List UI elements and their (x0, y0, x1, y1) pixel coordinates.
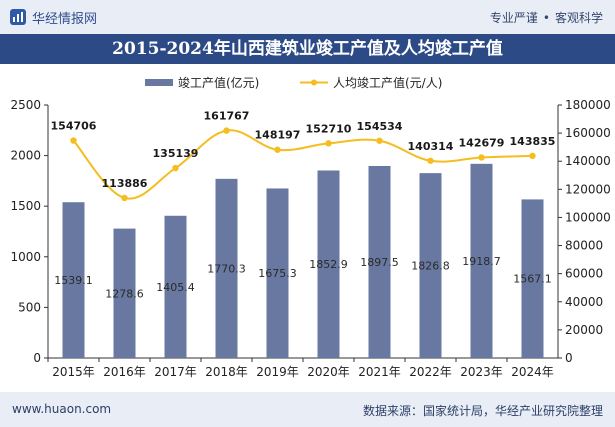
legend-line-label: 人均竣工产值(元/人) (333, 75, 442, 90)
y-left-tick-label: 2500 (10, 98, 41, 112)
y-right-tick-label: 100000 (565, 210, 611, 224)
bars (62, 163, 544, 358)
y-left-tick-label: 500 (18, 300, 41, 314)
slogan: 专业严谨 • 客观科学 (490, 9, 603, 26)
y-right-tick-label: 80000 (565, 239, 603, 253)
slogan-separator: • (542, 11, 550, 25)
y-left-tick-label: 2000 (10, 149, 41, 163)
bar-value-label: 1567.1 (513, 273, 552, 286)
brand-logo-icon (10, 9, 26, 25)
x-tick-label: 2021年 (358, 365, 401, 379)
x-tick-label: 2017年 (154, 365, 197, 379)
bar-value-label: 1278.6 (105, 287, 144, 300)
bar-value-label: 1539.1 (54, 274, 93, 287)
y-left-tick-label: 1000 (10, 250, 41, 264)
chart: 竣工产值(亿元) 人均竣工产值(元/人) 0 500 1000 1500 2000 250… (10, 75, 610, 379)
slogan-right: 客观科学 (554, 11, 603, 25)
line-value-label: 142679 (459, 136, 505, 149)
x-tick-label: 2015年 (52, 365, 95, 379)
bar[interactable] (62, 202, 85, 358)
line-point[interactable] (223, 127, 230, 134)
brand-name: 华经情报网 (32, 11, 98, 27)
chart-title: 2015-2024年山西建筑业竣工产值及人均竣工产值 (0, 34, 615, 64)
line-point[interactable] (427, 157, 434, 164)
bar[interactable] (521, 199, 544, 358)
line-value-label: 152710 (306, 122, 352, 135)
top-bar: 华经情报网 专业严谨 • 客观科学 (0, 0, 615, 34)
bar[interactable] (470, 163, 493, 358)
axes: 0 500 1000 1500 2000 2500 0 20000 40000 60000 8000… (10, 98, 610, 379)
line-value-label: 135139 (153, 147, 199, 160)
x-tick-label: 2023年 (460, 365, 503, 379)
legend-line-marker (311, 79, 317, 86)
x-tick-label: 2024年 (511, 365, 554, 379)
bar[interactable] (317, 170, 340, 358)
y-right-tick-label: 180000 (565, 98, 611, 112)
x-tick-label: 2022年 (409, 365, 452, 379)
x-tick-label: 2019年 (256, 365, 299, 379)
legend-bar-swatch (145, 79, 173, 86)
bar[interactable] (266, 188, 289, 358)
bar-value-label: 1852.9 (309, 258, 348, 271)
line-value-label: 154706 (51, 120, 97, 133)
line-point[interactable] (121, 194, 128, 202)
bar[interactable] (368, 165, 391, 358)
slogan-left: 专业严谨 (489, 11, 538, 25)
bar[interactable] (164, 215, 187, 358)
line-point[interactable] (376, 137, 383, 144)
y-right-tick-label: 140000 (565, 154, 611, 168)
x-tick-label: 2016年 (103, 365, 146, 379)
site-url[interactable]: www.huaon.com (12, 402, 112, 416)
legend: 竣工产值(亿元) 人均竣工产值(元/人) (145, 75, 442, 90)
y-left-tick-label: 1500 (10, 199, 41, 213)
bar[interactable] (419, 173, 442, 358)
line-value-label: 143835 (510, 135, 556, 148)
legend-bar-label: 竣工产值(亿元) (178, 75, 259, 90)
data-labels: 1539.1 1278.6 1405.4 1770.3 1675.3 1852.9 1897… (51, 110, 556, 301)
line-value-label: 113886 (102, 177, 148, 190)
bar-value-label: 1897.5 (360, 256, 399, 269)
brand[interactable]: 华经情报网 (10, 8, 98, 27)
bar-value-label: 1770.3 (207, 262, 246, 275)
y-right-tick-label: 160000 (565, 126, 611, 140)
y-right-tick-label: 0 (565, 351, 573, 365)
line-value-label: 154534 (357, 120, 403, 133)
line-point[interactable] (274, 146, 281, 153)
line-point[interactable] (529, 152, 536, 160)
line-point[interactable] (478, 154, 485, 161)
bar-value-label: 1675.3 (258, 267, 297, 280)
y-right-tick-label: 120000 (565, 182, 611, 196)
x-tick-label: 2020年 (307, 365, 350, 379)
line-path (72, 129, 533, 200)
footer: www.huaon.com 数据来源：国家统计局，华经产业研究院整理 (0, 392, 615, 427)
line-value-label: 148197 (255, 129, 301, 142)
x-tick-label: 2018年 (205, 365, 248, 379)
y-right-tick-label: 40000 (565, 295, 603, 309)
bar-value-label: 1826.8 (411, 260, 450, 273)
y-left-tick-label: 0 (33, 351, 41, 365)
bar[interactable] (215, 178, 238, 358)
line-value-label: 161767 (204, 110, 250, 123)
bar-value-label: 1405.4 (156, 281, 195, 294)
bar[interactable] (113, 228, 136, 358)
line-value-label: 140314 (408, 140, 454, 153)
line-point[interactable] (70, 137, 77, 144)
line-point[interactable] (172, 164, 179, 172)
line-point[interactable] (325, 140, 332, 147)
y-right-tick-label: 60000 (565, 267, 603, 281)
bar-value-label: 1918.7 (462, 255, 501, 268)
y-right-tick-label: 20000 (565, 323, 603, 337)
line-series (70, 127, 536, 202)
data-source: 数据来源：国家统计局，华经产业研究院整理 (362, 404, 603, 418)
